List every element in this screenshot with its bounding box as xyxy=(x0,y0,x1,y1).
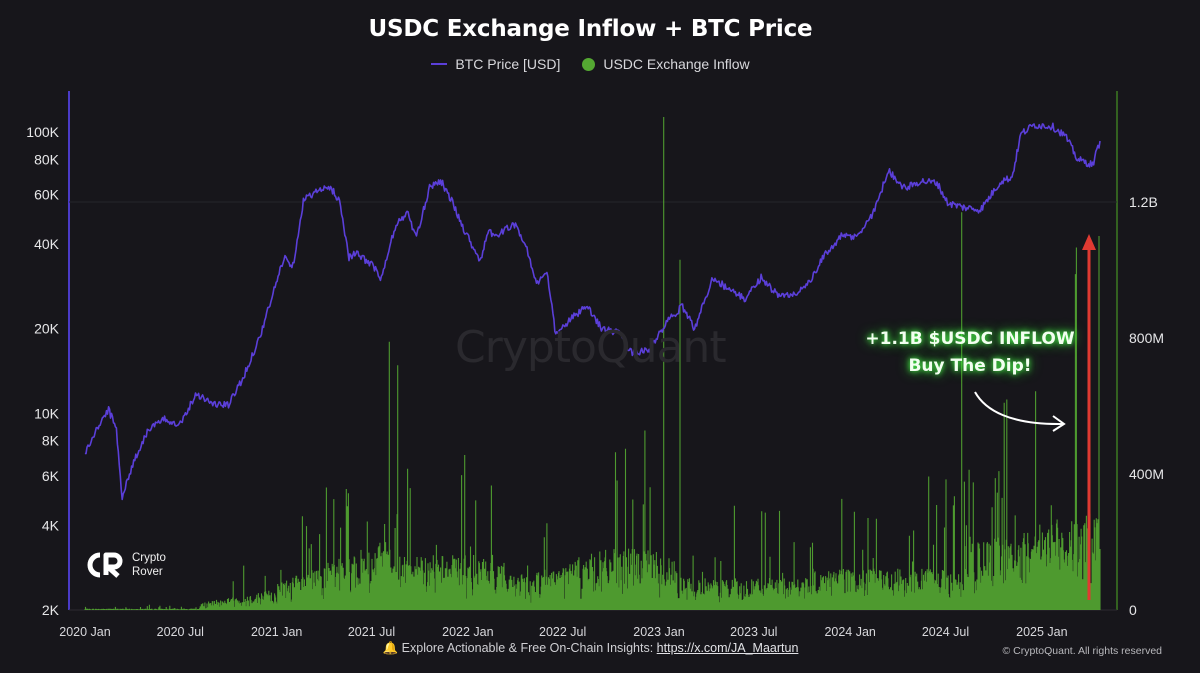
inflow-bars xyxy=(84,117,1101,610)
y-left-tick-label: 80K xyxy=(34,151,60,167)
x-tick-label: 2021 Jan xyxy=(251,625,302,639)
logo-text: Crypto Rover xyxy=(132,551,166,579)
y-right-tick-label: 400M xyxy=(1129,466,1164,482)
x-tick-label: 2024 Jul xyxy=(922,625,969,639)
legend-item-inflow[interactable]: USDC Exchange Inflow xyxy=(582,56,750,72)
bell-icon: 🔔 xyxy=(382,641,399,655)
y-left-tick-label: 8K xyxy=(42,433,60,449)
legend-item-btc[interactable]: BTC Price [USD] xyxy=(431,56,560,72)
x-tick-label: 2023 Jul xyxy=(730,625,777,639)
logo-line-1: Crypto xyxy=(132,552,166,564)
y-right-tick-label: 0 xyxy=(1129,602,1137,618)
annotation-line-1: +1.1B $USDC INFLOW xyxy=(865,329,1075,349)
watermark: CryptoQuant xyxy=(455,322,727,373)
y-left-tick-label: 40K xyxy=(34,236,60,252)
red-arrow-head xyxy=(1082,234,1096,250)
x-tick-label: 2022 Jul xyxy=(539,625,586,639)
inflow-daily-bars xyxy=(84,117,1101,610)
annotation: +1.1B $USDC INFLOW Buy The Dip! xyxy=(860,326,1080,380)
legend-label-inflow: USDC Exchange Inflow xyxy=(603,56,750,72)
logo: Crypto Rover xyxy=(86,551,166,579)
logo-line-2: Rover xyxy=(132,566,163,578)
y-left-tick-label: 6K xyxy=(42,468,60,484)
y-left-tick-label: 20K xyxy=(34,321,60,337)
y-left-tick-label: 2K xyxy=(42,602,60,618)
x-tick-label: 2021 Jul xyxy=(348,625,395,639)
red-arrow xyxy=(1082,234,1096,600)
x-tick-label: 2025 Jan xyxy=(1016,625,1067,639)
legend-label-btc: BTC Price [USD] xyxy=(455,56,561,72)
legend-dot-swatch xyxy=(582,57,596,71)
x-axis-ticks: 2020 Jan 2020 Jul 2021 Jan 2021 Jul 2022 Jan… xyxy=(59,625,1067,639)
left-axis-ticks: 2K 4K 6K 8K 10K 20K 40K 60K 80K 100K xyxy=(26,124,59,618)
annotation-line-2: Buy The Dip! xyxy=(908,356,1032,376)
y-left-tick-label: 60K xyxy=(34,187,60,203)
x-tick-label: 2022 Jan xyxy=(442,625,493,639)
curved-pointer-arrow xyxy=(974,391,1064,426)
btc-price-path xyxy=(84,122,1101,501)
btc-price-line xyxy=(84,122,1101,501)
y-right-tick-label: 800M xyxy=(1129,330,1164,346)
y-right-tick-label: 1.2B xyxy=(1129,194,1158,210)
footer: 🔔 Explore Actionable & Free On-Chain Ins… xyxy=(0,641,1181,656)
y-left-tick-label: 4K xyxy=(42,517,60,533)
curved-pointer-arrowhead xyxy=(1052,415,1066,432)
legend: BTC Price [USD] USDC Exchange Inflow xyxy=(0,56,1181,72)
chart-title: USDC Exchange Inflow + BTC Price xyxy=(368,16,813,42)
y-left-tick-label: 100K xyxy=(26,124,59,140)
copyright: © CryptoQuant. All rights reserved xyxy=(1002,645,1162,657)
right-axis-ticks: 0 400M 800M 1.2B xyxy=(1129,194,1164,618)
x-tick-label: 2020 Jul xyxy=(157,625,204,639)
crypto-rover-logo-icon xyxy=(87,552,123,578)
footer-link[interactable]: https://x.com/JA_Maartun xyxy=(656,641,799,655)
legend-line-swatch xyxy=(431,63,448,65)
x-tick-label: 2020 Jan xyxy=(59,625,110,639)
x-tick-label: 2024 Jan xyxy=(824,625,875,639)
y-left-tick-label: 10K xyxy=(34,405,60,421)
footer-text: Explore Actionable & Free On-Chain Insig… xyxy=(401,641,654,655)
x-tick-label: 2023 Jan xyxy=(633,625,684,639)
